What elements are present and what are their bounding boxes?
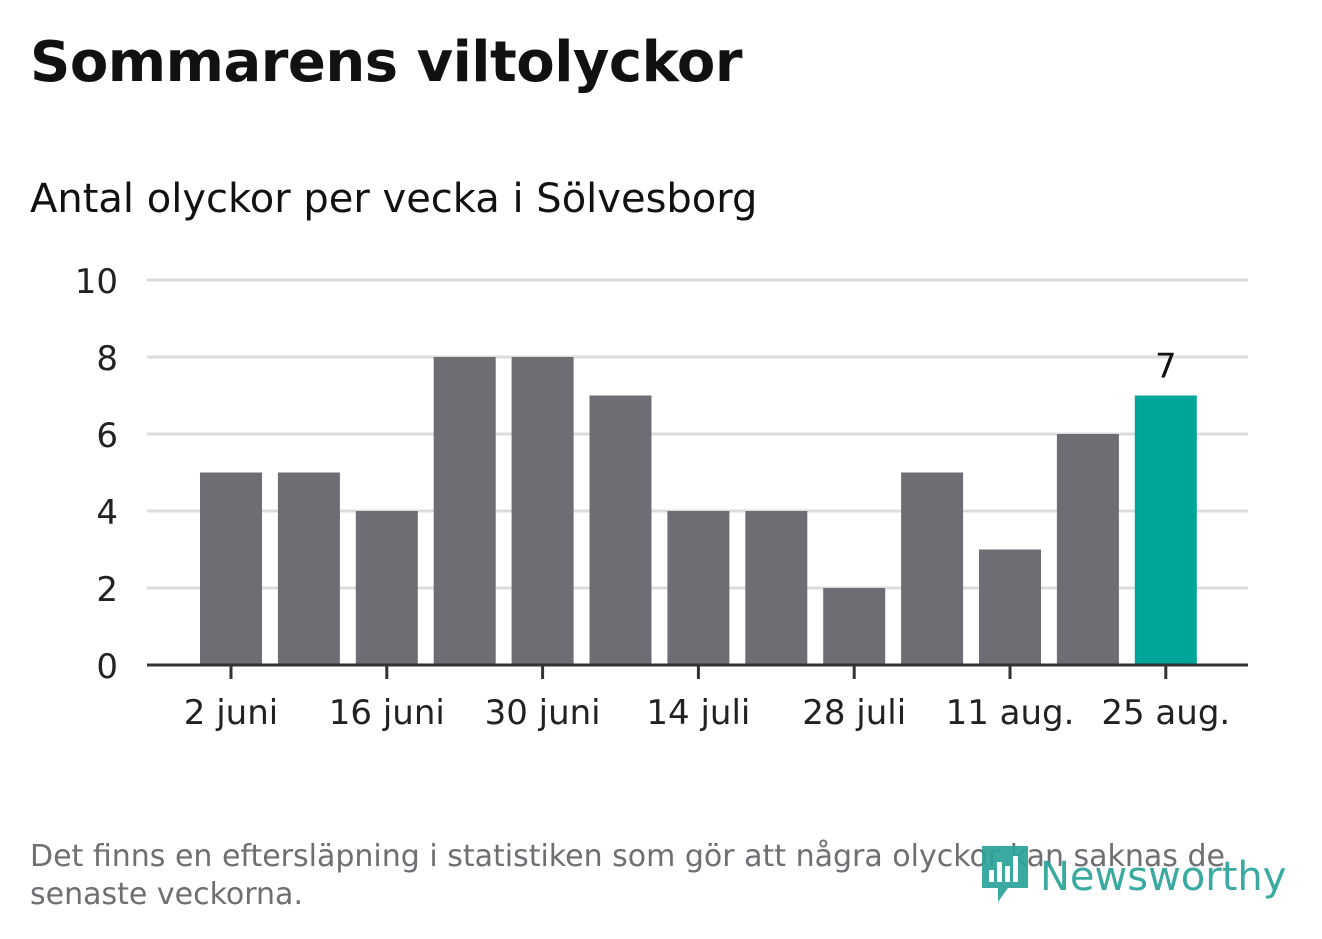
y-tick-label: 4 <box>96 493 118 533</box>
bar <box>745 511 808 665</box>
bar <box>823 588 886 665</box>
bar <box>1056 434 1119 665</box>
x-tick-label: 11 aug. <box>946 693 1075 733</box>
y-tick-label: 8 <box>96 339 118 379</box>
bar <box>355 511 418 665</box>
newsworthy-logo: Newsworthy <box>978 842 1286 912</box>
y-tick-label: 0 <box>96 647 118 687</box>
x-tick-label: 16 juni <box>329 693 445 733</box>
chart-subtitle: Antal olyckor per vecka i Sölvesborg <box>30 176 758 222</box>
x-tick-label: 30 juni <box>485 693 601 733</box>
bar <box>667 511 730 665</box>
bar-chart-speech-bubble-icon <box>978 842 1032 912</box>
bar <box>979 549 1041 665</box>
bar <box>277 472 340 665</box>
y-tick-label: 2 <box>96 570 118 610</box>
bar-chart: 0 2 4 6 8 10 2 juni 16 juni 30 juni 14 juli 28 jul… <box>75 262 1248 733</box>
y-tick-label: 6 <box>96 416 118 456</box>
bar <box>200 472 262 665</box>
bar <box>511 357 574 665</box>
bar <box>901 472 964 665</box>
x-tick-label: 28 juli <box>802 693 906 733</box>
bar <box>589 395 652 665</box>
x-tick-label: 14 juli <box>646 693 750 733</box>
data-label: 7 <box>1155 347 1177 387</box>
x-tick-label: 2 juni <box>184 693 278 733</box>
bar-highlighted <box>1134 395 1197 665</box>
y-tick-label: 10 <box>75 262 118 302</box>
chart-title: Sommarens viltolyckor <box>30 30 742 95</box>
bar <box>433 357 496 665</box>
logo-text: Newsworthy <box>1040 854 1287 900</box>
x-tick-label: 25 aug. <box>1101 693 1230 733</box>
